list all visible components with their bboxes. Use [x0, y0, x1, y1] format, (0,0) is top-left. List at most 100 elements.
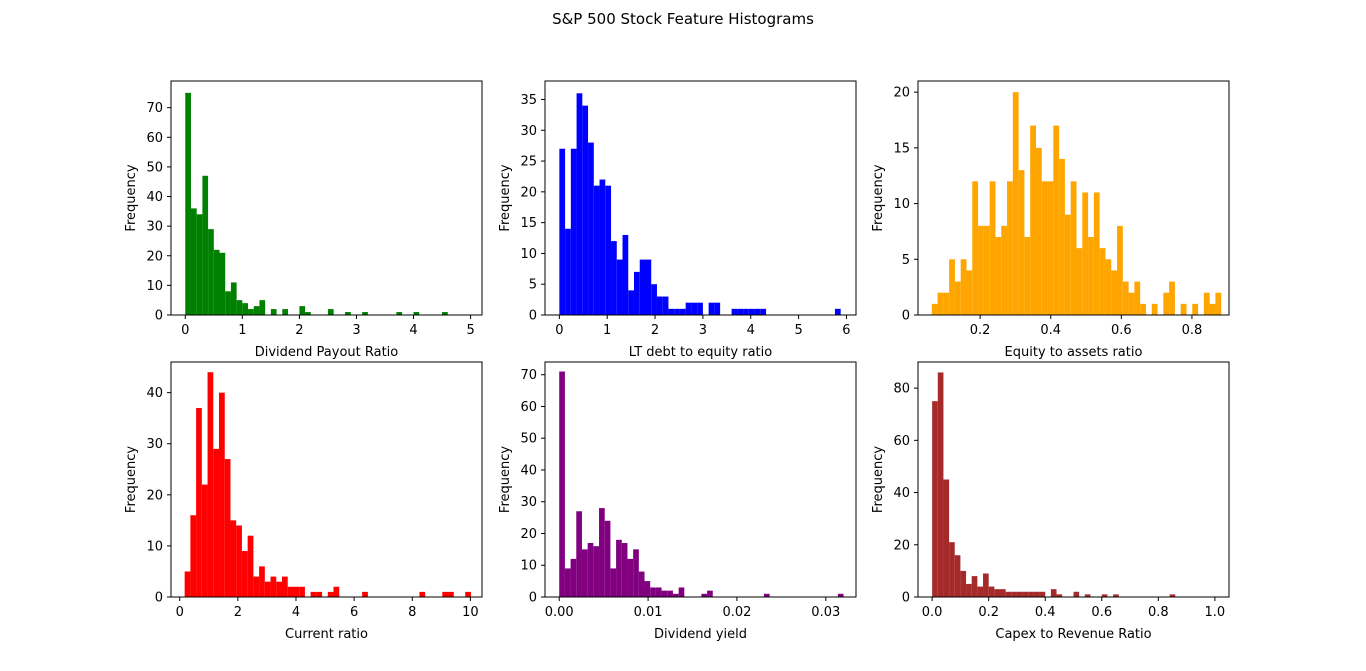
x-axis-label: Capex to Revenue Ratio: [995, 627, 1151, 642]
histogram-bar: [1122, 281, 1129, 315]
histogram-bar: [1041, 181, 1048, 315]
histogram-bar: [627, 558, 634, 597]
y-tick-label: 60: [893, 434, 910, 449]
histogram-bar: [1011, 591, 1017, 597]
histogram-bar: [731, 308, 738, 315]
histogram-bar: [248, 309, 254, 315]
histogram-bar: [932, 401, 938, 597]
histogram-bar: [413, 312, 420, 315]
histogram-bar: [679, 308, 686, 315]
y-tick-label: 5: [529, 278, 537, 293]
histogram-bar: [316, 591, 323, 597]
histogram-bar: [1064, 214, 1071, 315]
histogram-bar: [662, 296, 669, 315]
histogram-bar: [253, 306, 260, 315]
y-tick-label: 5: [902, 253, 910, 268]
histogram-bars: [184, 372, 471, 597]
histogram-bar: [743, 308, 749, 315]
x-tick-label: 0.03: [811, 605, 840, 620]
y-tick-label: 15: [893, 141, 910, 156]
histogram-bar: [1033, 591, 1040, 597]
axes-frame: [170, 361, 483, 598]
x-tick-label: 0.6: [1091, 605, 1112, 620]
histogram-bar: [1028, 591, 1034, 597]
y-tick-label: 70: [520, 368, 537, 383]
y-tick-label: 10: [520, 247, 537, 262]
histogram-bar: [207, 372, 214, 597]
x-tick-label: 0.8: [1182, 323, 1203, 338]
histogram-bar: [1128, 292, 1135, 315]
histogram-bar: [559, 148, 566, 315]
x-axis-label: LT debt to equity ratio: [629, 345, 772, 360]
x-tick-label: 1: [238, 323, 246, 338]
histogram-bar: [610, 568, 617, 597]
histogram-bar: [599, 508, 605, 597]
x-axis-label: Dividend Payout Ratio: [255, 345, 399, 360]
histogram-bar: [1059, 159, 1065, 315]
y-axis-label: Frequency: [124, 164, 139, 231]
y-tick-label: 20: [146, 488, 163, 503]
histogram-bar: [588, 142, 594, 315]
histogram-bar: [645, 259, 652, 315]
histogram-bar: [1169, 594, 1176, 597]
histogram-bar: [605, 185, 612, 315]
histogram-bar: [208, 229, 214, 315]
histogram-bar: [201, 484, 208, 597]
histogram-bar: [1007, 181, 1013, 315]
y-tick-label: 35: [520, 93, 537, 108]
histogram-bar: [995, 237, 1002, 315]
histogram-bar: [202, 175, 209, 315]
histogram-bar: [966, 270, 973, 315]
x-axis-label: Current ratio: [285, 627, 368, 642]
histogram-bar: [1053, 125, 1060, 315]
y-tick-label: 50: [146, 160, 163, 175]
histogram-bar: [213, 249, 220, 315]
histogram-bar: [236, 300, 243, 315]
y-tick-label: 0: [155, 309, 163, 324]
histogram-bar: [219, 392, 225, 597]
histogram-bar: [224, 459, 231, 597]
histogram-bar: [707, 590, 713, 597]
y-axis-label: Frequency: [124, 446, 139, 513]
histogram-bar: [1001, 225, 1008, 315]
histogram-bar: [276, 581, 282, 597]
histogram-bar: [1018, 170, 1025, 315]
y-tick-label: 0: [902, 591, 910, 606]
histogram-bar: [225, 291, 231, 315]
histogram-bar: [1070, 181, 1077, 315]
histogram-bar: [1105, 259, 1112, 315]
x-tick-label: 0.4: [1035, 605, 1056, 620]
y-tick-label: 20: [146, 249, 163, 264]
histogram-bar: [396, 312, 403, 315]
histogram-bar: [465, 591, 471, 597]
histogram-bar: [1076, 248, 1083, 315]
histogram-bar: [293, 586, 300, 597]
histogram-bar: [678, 587, 685, 597]
histogram-bar: [737, 308, 744, 315]
histogram-bar: [287, 586, 294, 597]
y-tick-label: 10: [146, 279, 163, 294]
y-tick-label: 0: [529, 309, 537, 324]
y-axis-label: Frequency: [871, 446, 886, 513]
histogram-bar: [270, 576, 277, 597]
x-tick-label: 4: [747, 323, 755, 338]
histogram-bar: [1005, 591, 1012, 597]
histogram-bar: [1047, 181, 1054, 315]
histogram-bar: [655, 587, 662, 597]
histogram-bar: [185, 92, 191, 315]
histogram-bar: [633, 549, 639, 597]
histogram-bar: [1111, 270, 1118, 315]
histogram-bar: [667, 590, 673, 597]
histogram-bar: [1035, 147, 1042, 315]
histogram-bar: [760, 308, 767, 315]
x-tick-label: 5: [794, 323, 802, 338]
x-tick-label: 0.6: [1111, 323, 1132, 338]
histogram-bar: [685, 302, 692, 315]
histogram-bar: [282, 309, 288, 315]
y-tick-label: 15: [520, 216, 537, 231]
histogram-bar: [622, 234, 629, 315]
histogram-bar: [621, 543, 628, 597]
histogram-bar: [190, 515, 197, 597]
histogram-bar: [442, 312, 448, 315]
histogram-bars: [559, 93, 841, 315]
